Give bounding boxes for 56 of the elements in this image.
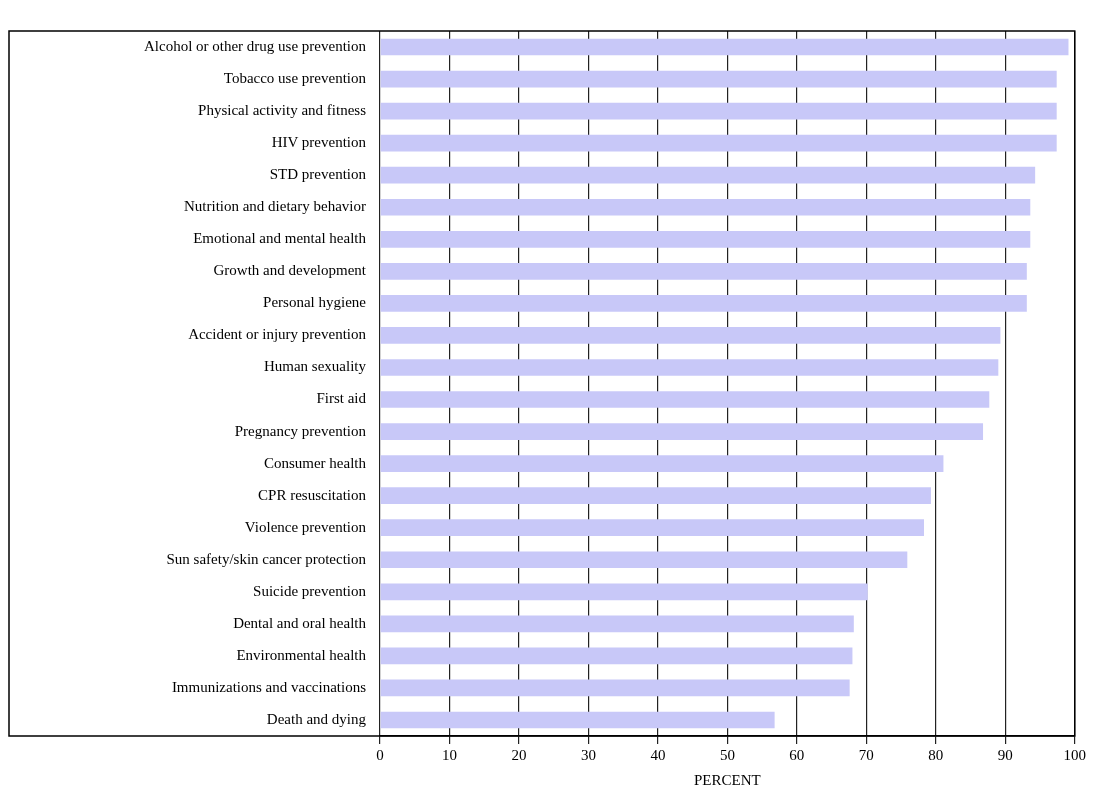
y-tick-label: Pregnancy prevention	[234, 422, 367, 439]
y-tick-label: Immunizations and vaccinations	[171, 678, 367, 695]
x-tick-label: 50	[719, 746, 735, 763]
bar	[380, 391, 990, 408]
bar	[380, 70, 1057, 88]
y-tick-label: Sun safety/skin cancer protection	[166, 550, 367, 567]
bar	[380, 679, 850, 697]
y-tick-label: Growth and development	[213, 262, 367, 279]
bar	[380, 230, 1031, 248]
y-tick-label: Accident or injury prevention	[188, 326, 367, 343]
bar	[380, 166, 1036, 184]
bar	[380, 711, 775, 729]
y-tick-label: Environmental health	[236, 646, 367, 663]
x-tick-label: 90	[997, 746, 1013, 763]
bar	[380, 487, 931, 504]
y-tick-label: CPR resuscitation	[258, 486, 367, 503]
x-tick-label: 70	[858, 746, 874, 763]
x-tick-label: 0	[376, 746, 384, 763]
bar	[380, 423, 984, 440]
bar	[380, 615, 854, 633]
bar	[380, 359, 999, 376]
y-tick-label: Physical activity and fitness	[198, 102, 367, 119]
x-tick-label: 10	[441, 746, 457, 763]
y-tick-label: Personal hygiene	[263, 294, 367, 311]
bar	[380, 327, 1001, 344]
bar	[380, 519, 924, 537]
bar	[380, 455, 944, 472]
x-tick-label: 80	[928, 746, 944, 763]
bar	[380, 134, 1057, 152]
bar	[380, 38, 1069, 56]
y-tick-label: Consumer health	[263, 454, 367, 471]
y-tick-label: First aid	[316, 390, 367, 407]
bar	[380, 647, 853, 665]
bar	[380, 583, 868, 601]
bar	[380, 295, 1027, 312]
x-tick-label: 40	[650, 746, 666, 763]
y-tick-label: Emotional and mental health	[193, 230, 367, 247]
bar	[380, 551, 908, 569]
bar	[380, 263, 1027, 280]
y-tick-label: Human sexuality	[263, 358, 367, 375]
y-tick-label: Nutrition and dietary behavior	[183, 198, 366, 215]
y-tick-label: Alcohol or other drug use prevention	[143, 37, 367, 54]
y-tick-label: Death and dying	[266, 710, 367, 727]
bar	[380, 198, 1031, 216]
y-tick-label: Suicide prevention	[253, 582, 367, 599]
x-tick-label: 100	[1063, 746, 1086, 763]
y-tick-label: HIV prevention	[271, 134, 367, 151]
x-axis-title: PERCENT	[694, 771, 761, 788]
y-tick-label: STD prevention	[269, 166, 367, 183]
y-tick-label: Tobacco use prevention	[223, 70, 367, 87]
bar	[380, 102, 1057, 120]
y-tick-label: Dental and oral health	[233, 614, 367, 631]
x-tick-label: 30	[580, 746, 596, 763]
x-tick-label: 20	[511, 746, 527, 763]
x-tick-label: 60	[789, 746, 805, 763]
y-tick-label: Violence prevention	[244, 518, 367, 535]
